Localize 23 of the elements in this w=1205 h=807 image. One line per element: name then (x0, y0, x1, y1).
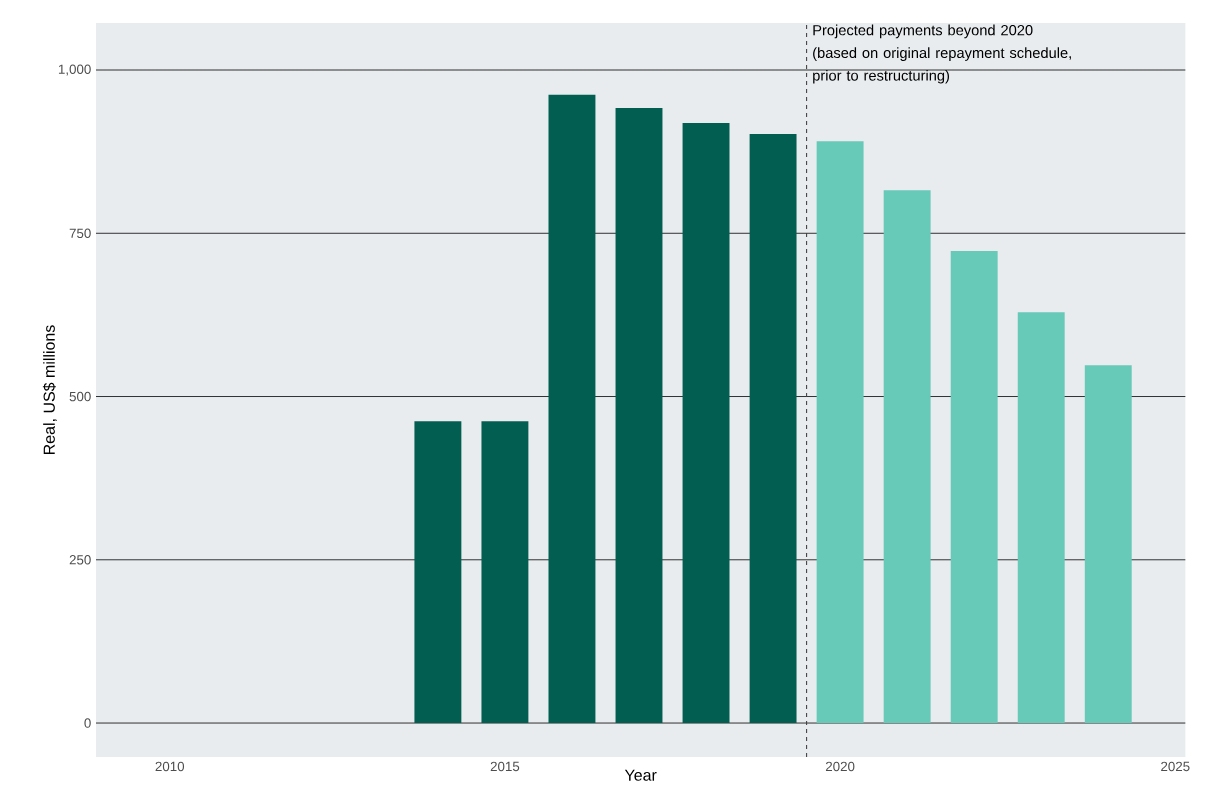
x-tick-label: 2025 (1161, 761, 1190, 772)
bar (883, 190, 931, 724)
bar (481, 421, 529, 724)
y-tick-label: 750 (69, 228, 91, 238)
ref-line-label: Projected payments beyond 2020 (based on original repayment schedule, prior to restructuring) (813, 24, 1071, 84)
bar (1084, 365, 1132, 724)
y-tick-label: 500 (69, 391, 91, 402)
bar (749, 134, 797, 724)
x-axis-title: Year (624, 769, 657, 781)
x-tick-label: 2010 (155, 761, 185, 772)
bar (816, 141, 864, 724)
bar (548, 94, 596, 724)
bar (1017, 312, 1065, 724)
y-tick-label: 250 (69, 555, 91, 565)
y-tick-label: 0 (84, 718, 91, 728)
bar (950, 250, 998, 724)
x-tick-label: 2020 (825, 761, 855, 772)
y-axis-title: Real, US$ millions (42, 325, 57, 455)
bar (414, 421, 462, 724)
bar (682, 122, 730, 724)
y-tick-label: 1,000 (58, 64, 91, 76)
x-tick-label: 2015 (490, 761, 520, 772)
bar (615, 107, 663, 724)
